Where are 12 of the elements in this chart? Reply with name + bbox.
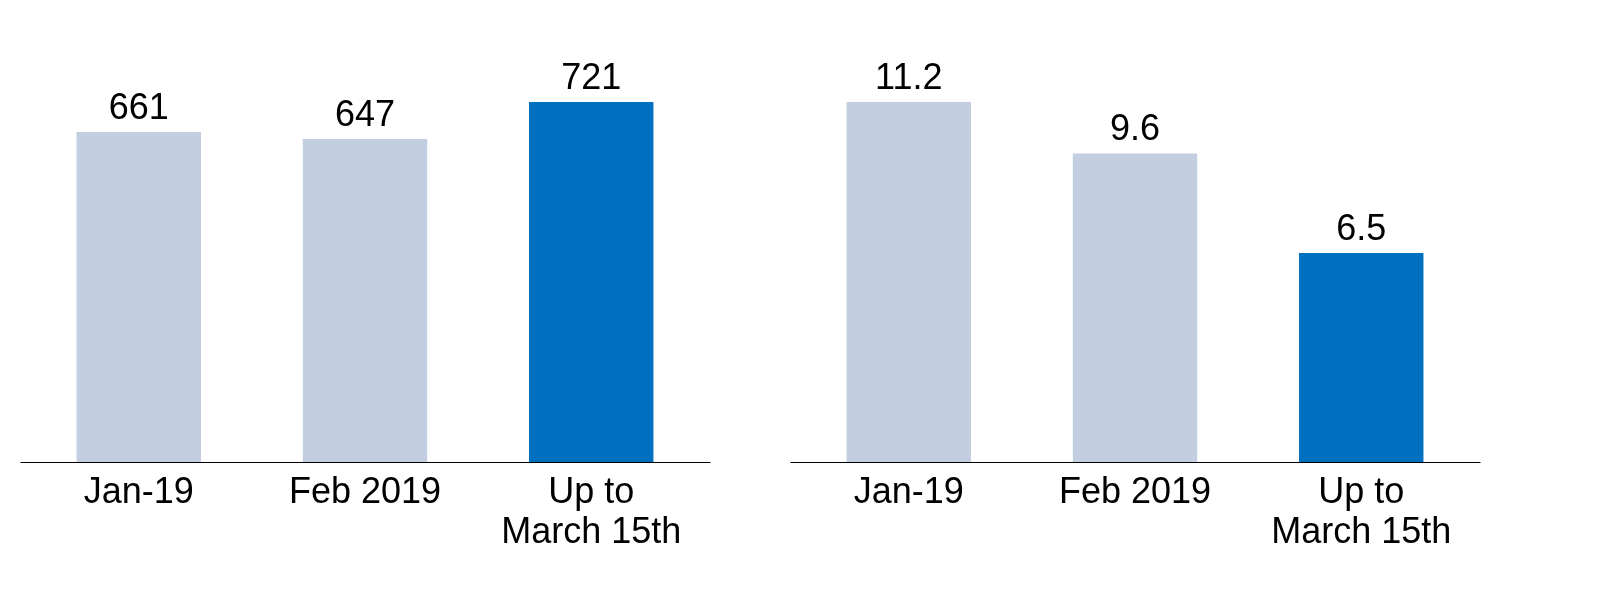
- x-tick-label: Feb 2019: [1058, 469, 1212, 511]
- x-tick-label: Jan-19: [83, 469, 194, 511]
- data-label: 11.2: [875, 56, 943, 97]
- data-label: 647: [334, 92, 396, 134]
- x-tick-label: Up to March 15th: [1271, 469, 1452, 551]
- data-label: 721: [561, 56, 622, 97]
- x-tick-label: Up to March 15th: [501, 469, 682, 551]
- x-tick-label: Jan-19: [853, 469, 964, 511]
- data-label: 661: [108, 85, 169, 127]
- data-label: 6.5: [1336, 207, 1387, 249]
- data-label: 9.6: [1109, 107, 1161, 149]
- x-tick-label: Feb 2019: [288, 469, 442, 511]
